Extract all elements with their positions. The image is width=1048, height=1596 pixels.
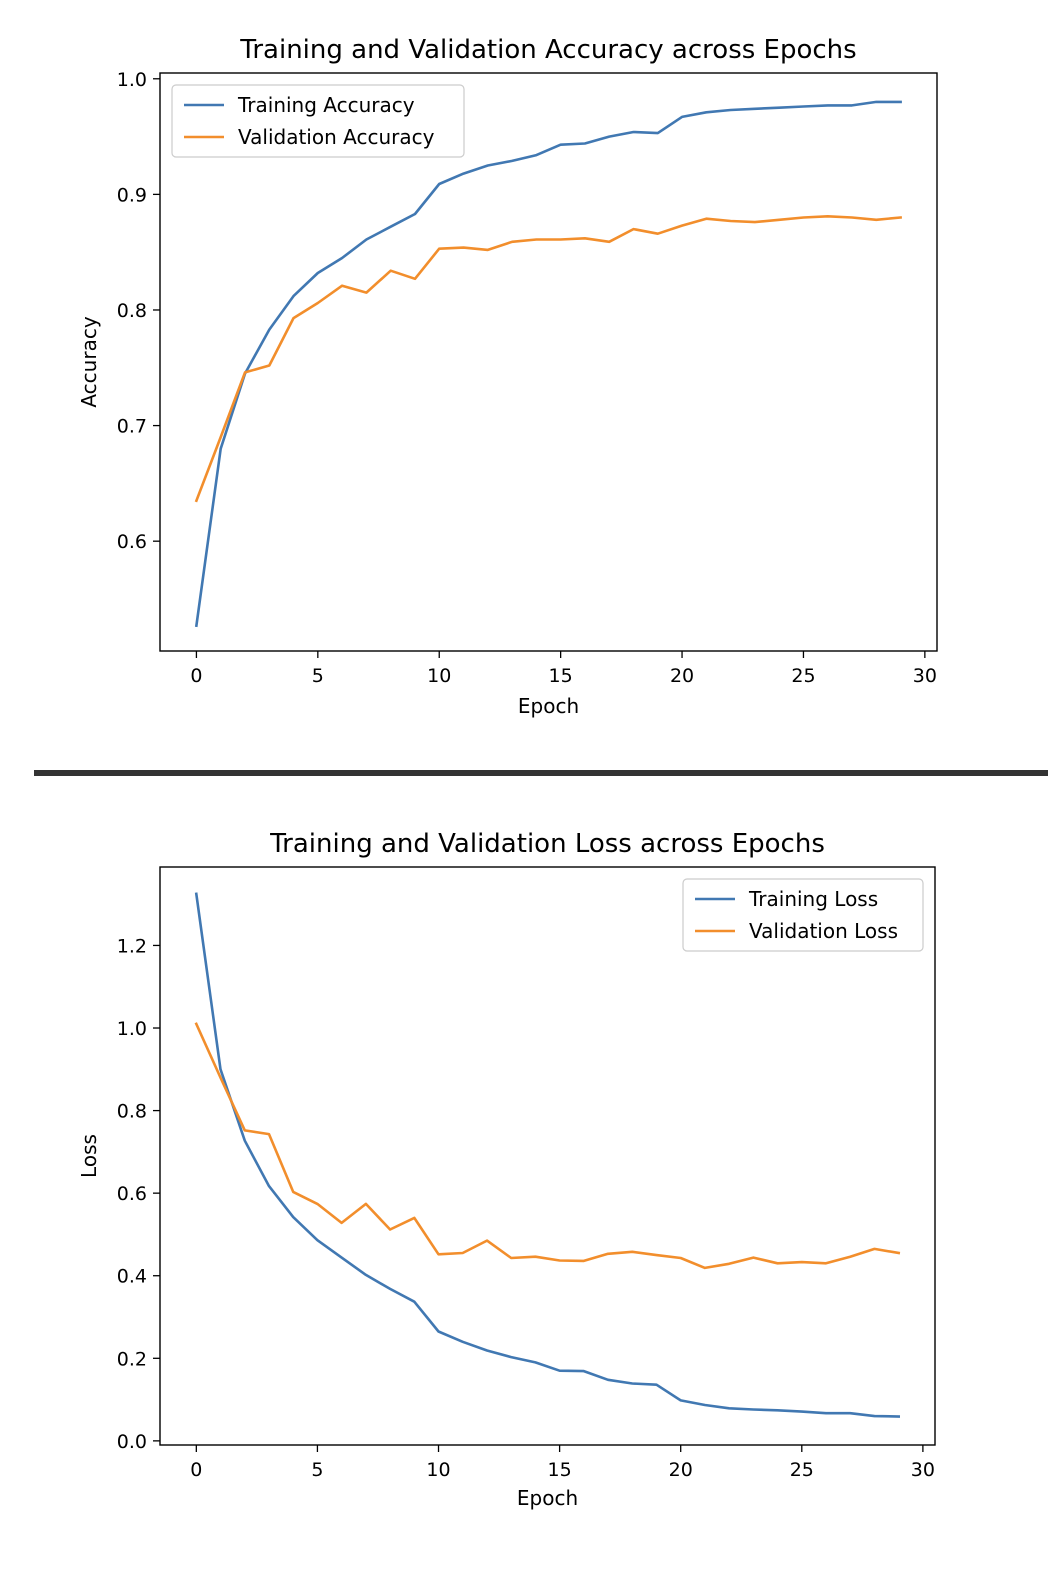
y-tick-label: 0.9 [117,184,147,206]
plot-area [194,100,903,628]
axes-frame [159,866,936,1446]
x-tick-label: 0 [190,1459,202,1481]
y-tick-label: 0.8 [117,300,147,322]
series-line-validation-loss [194,1022,901,1270]
y-tick-label: 0.7 [117,416,147,438]
legend-label: Training Loss [748,887,878,911]
axes-frame [159,72,938,652]
legend-label: Training Accuracy [237,93,415,117]
loss-chart: Training and Validation Loss across Epoc… [0,790,1048,1596]
loss-chart-svg: Training and Validation Loss across Epoc… [77,829,936,1510]
chart-divider [34,770,1048,776]
legend-box [171,84,465,158]
accuracy-chart: Training and Validation Accuracy across … [0,0,1048,770]
x-tick-label: 25 [791,665,815,687]
legend-box [682,878,924,952]
x-tick-label: 5 [311,1459,323,1481]
y-tick-label: 1.0 [117,69,147,91]
y-tick-label: 0.4 [117,1266,147,1288]
x-tick-label: 10 [427,665,451,687]
chart-title: Training and Validation Loss across Epoc… [269,829,825,859]
x-tick-label: 10 [426,1459,450,1481]
chart-title: Training and Validation Accuracy across … [239,35,856,65]
y-tick-label: 1.0 [117,1018,147,1040]
y-tick-label: 1.2 [117,935,147,957]
y-tick-label: 0.8 [117,1101,147,1123]
legend-label: Validation Loss [749,919,898,943]
y-axis-label: Accuracy [77,316,101,407]
accuracy-chart-svg: Training and Validation Accuracy across … [77,35,938,718]
x-tick-label: 15 [549,665,573,687]
x-axis-label: Epoch [518,694,579,718]
x-tick-label: 0 [190,665,202,687]
x-tick-label: 30 [911,1459,935,1481]
y-tick-label: 0.6 [117,1183,147,1205]
x-axis-label: Epoch [517,1486,578,1510]
plot-area [194,892,901,1418]
x-tick-label: 20 [670,665,694,687]
y-tick-label: 0.0 [117,1431,147,1453]
legend: Training Loss Validation Loss [682,878,924,952]
series-line-validation-accuracy [194,215,903,503]
x-tick-label: 20 [669,1459,693,1481]
x-tick-label: 5 [312,665,324,687]
series-line-training-loss [194,892,901,1418]
y-axis-label: Loss [77,1134,101,1178]
legend-label: Validation Accuracy [238,125,435,149]
legend: Training Accuracy Validation Accuracy [171,84,465,158]
x-tick-label: 15 [548,1459,572,1481]
x-tick-label: 30 [913,665,937,687]
x-tick-label: 25 [790,1459,814,1481]
y-tick-label: 0.6 [117,531,147,553]
y-tick-label: 0.2 [117,1348,147,1370]
series-line-training-accuracy [194,100,902,628]
